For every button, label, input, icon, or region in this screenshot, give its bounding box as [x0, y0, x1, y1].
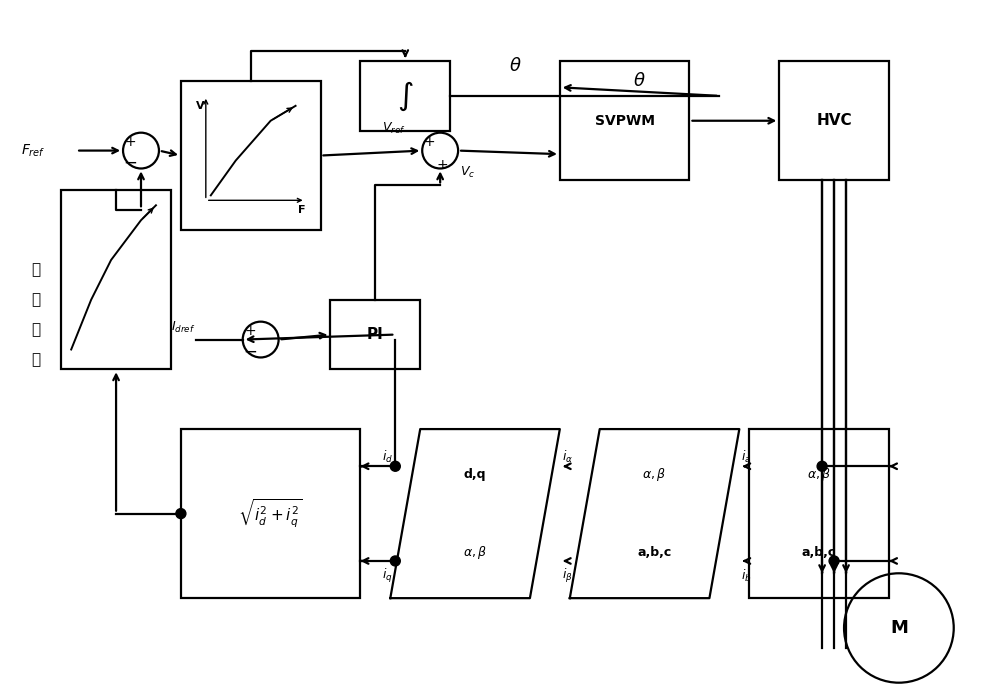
Bar: [749, 429, 889, 598]
Circle shape: [817, 461, 827, 471]
Text: $\alpha,\beta$: $\alpha,\beta$: [642, 466, 667, 483]
Text: −: −: [123, 154, 137, 172]
Text: 载: 载: [32, 352, 41, 367]
Bar: [779, 61, 889, 180]
Text: +: +: [424, 135, 435, 149]
Text: SVPWM: SVPWM: [595, 114, 655, 128]
Text: $\theta$: $\theta$: [633, 72, 646, 90]
Text: V: V: [196, 101, 204, 111]
Text: $i_a$: $i_a$: [741, 449, 752, 465]
Circle shape: [176, 509, 186, 519]
Text: +: +: [436, 158, 448, 172]
Text: $\alpha,\beta$: $\alpha,\beta$: [807, 466, 831, 483]
Text: $V_{ref}$: $V_{ref}$: [382, 121, 405, 136]
Text: F: F: [298, 206, 306, 215]
Text: −: −: [243, 343, 257, 361]
Text: 降: 降: [32, 322, 41, 337]
Bar: [560, 61, 689, 180]
Circle shape: [390, 461, 400, 471]
Text: $i_\beta$: $i_\beta$: [562, 568, 573, 585]
Text: $\theta$: $\theta$: [509, 57, 521, 75]
Bar: [181, 429, 360, 598]
Bar: [181, 81, 320, 230]
Text: $I_{dref}$: $I_{dref}$: [171, 320, 196, 335]
Text: d,q: d,q: [464, 468, 486, 481]
Text: PI: PI: [367, 327, 384, 342]
Text: a,b,c: a,b,c: [802, 546, 836, 559]
Text: +: +: [244, 324, 256, 338]
Bar: [360, 61, 450, 131]
Text: a,b,c: a,b,c: [637, 546, 672, 559]
Text: HVC: HVC: [816, 113, 852, 128]
Text: $i_b$: $i_b$: [741, 568, 752, 584]
Text: $\sqrt{i_d^2+i_q^2}$: $\sqrt{i_d^2+i_q^2}$: [238, 498, 303, 530]
Text: M: M: [890, 619, 908, 637]
Text: 流: 流: [32, 292, 41, 308]
Text: $i_\alpha$: $i_\alpha$: [562, 449, 573, 465]
Text: $i_q$: $i_q$: [382, 568, 393, 585]
Text: 过: 过: [32, 262, 41, 278]
Circle shape: [390, 556, 400, 566]
Text: $\int$: $\int$: [397, 79, 414, 113]
Text: $F_{ref}$: $F_{ref}$: [21, 143, 46, 159]
Text: $\alpha,\beta$: $\alpha,\beta$: [463, 544, 487, 561]
Bar: [330, 300, 420, 369]
Circle shape: [829, 556, 839, 566]
Text: +: +: [124, 135, 136, 149]
Bar: [61, 190, 171, 369]
Text: $i_d$: $i_d$: [382, 449, 393, 465]
Text: $V_c$: $V_c$: [460, 165, 475, 180]
